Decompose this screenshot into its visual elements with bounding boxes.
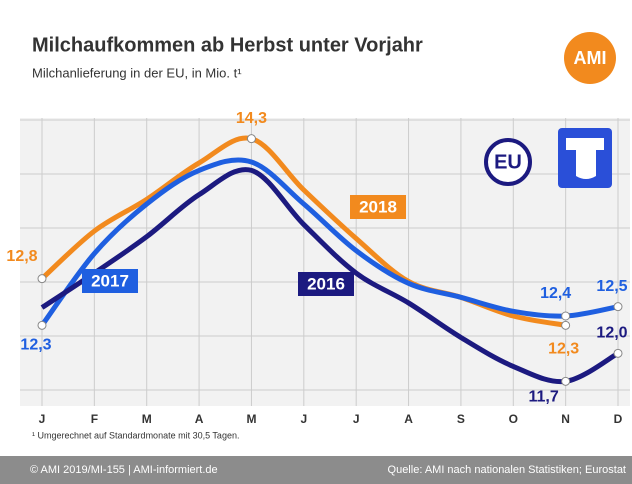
x-tick-label: S — [457, 412, 465, 426]
point-marker — [613, 302, 623, 312]
x-tick-label: A — [195, 412, 204, 426]
legend-swatch — [298, 272, 354, 296]
point-marker — [561, 376, 571, 386]
legend-label: 2018 — [359, 197, 397, 216]
data-label: 12,8 — [6, 248, 37, 265]
series-line — [39, 157, 619, 327]
data-label: 12,3 — [548, 341, 579, 358]
x-tick-label: M — [246, 412, 256, 426]
data-label: 11,7 — [529, 389, 559, 406]
logo-text: AMI — [574, 48, 607, 68]
x-tick-label: J — [300, 412, 307, 426]
x-tick-label: J — [353, 412, 360, 426]
x-tick-label: A — [404, 412, 413, 426]
icon-shape — [566, 138, 604, 179]
x-tick-label: N — [561, 412, 570, 426]
legend-label: 2017 — [91, 271, 129, 290]
point-marker — [37, 320, 47, 330]
point-marker — [561, 320, 571, 330]
data-label: 12,5 — [596, 278, 627, 295]
point-marker — [561, 311, 571, 321]
series-line — [40, 167, 620, 385]
legend-label: 2016 — [307, 274, 345, 293]
data-label: 12,3 — [20, 337, 51, 354]
logo — [564, 32, 616, 84]
footer-left: © AMI 2019/MI-155 | AMI-informiert.de — [30, 464, 218, 476]
data-label: 12,4 — [540, 285, 571, 302]
data-label: 12,0 — [596, 325, 627, 342]
chart-subtitle: Milchanlieferung in der EU, in Mio. t¹ — [32, 65, 242, 80]
x-tick-label: O — [509, 412, 518, 426]
point-marker — [37, 274, 47, 284]
eu-badge — [484, 138, 532, 186]
data-label: 14,3 — [236, 110, 267, 127]
point-marker — [613, 348, 623, 358]
eu-badge-text: EU — [494, 151, 522, 173]
cow-icon — [558, 128, 612, 188]
x-tick-label: F — [91, 412, 98, 426]
footnote: ¹ Umgerechnet auf Standardmonate mit 30,… — [32, 430, 239, 440]
x-tick-label: D — [614, 412, 623, 426]
footer-bar — [0, 456, 632, 484]
footer-right: Quelle: AMI nach nationalen Statistiken;… — [388, 464, 626, 476]
legend-swatch — [82, 269, 138, 293]
point-marker — [246, 134, 256, 144]
x-tick-label: J — [39, 412, 46, 426]
x-tick-label: M — [142, 412, 152, 426]
chart-title: Milchaufkommen ab Herbst unter Vorjahr — [32, 34, 423, 56]
legend-swatch — [350, 195, 406, 219]
